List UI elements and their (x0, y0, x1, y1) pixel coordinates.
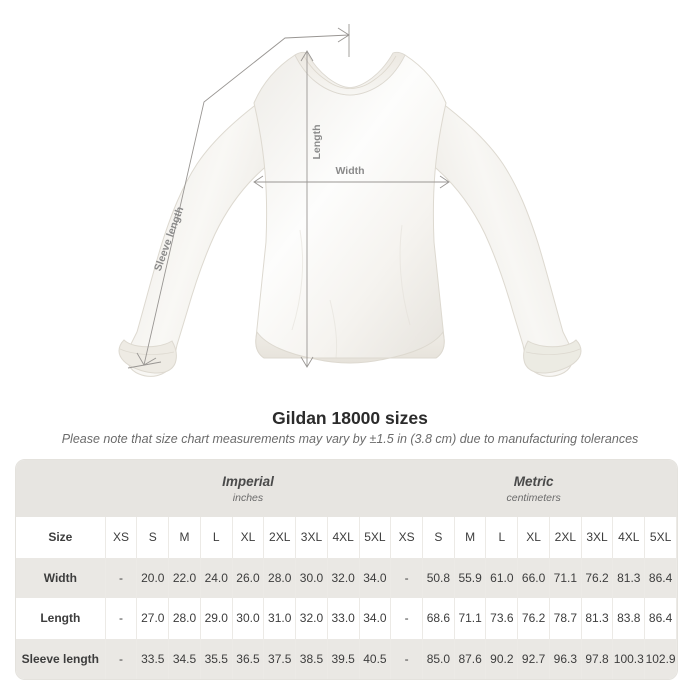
svg-text:Width: Width (335, 165, 364, 177)
svg-text:Length: Length (311, 125, 323, 160)
